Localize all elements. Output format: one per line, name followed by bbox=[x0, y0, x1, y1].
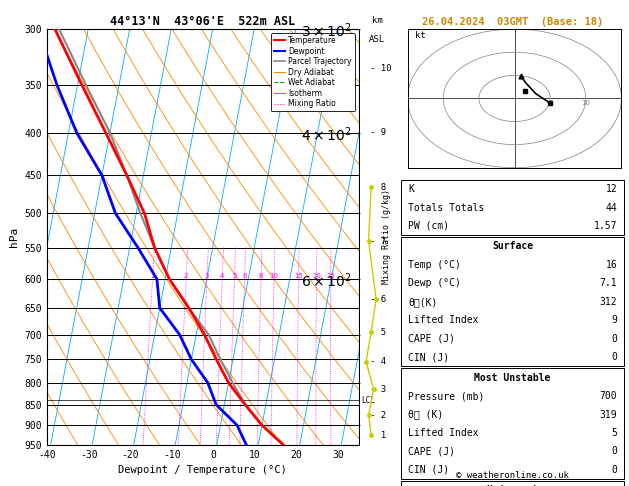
Text: 5: 5 bbox=[232, 273, 237, 279]
Text: 2: 2 bbox=[184, 273, 188, 279]
Text: CIN (J): CIN (J) bbox=[408, 465, 449, 475]
Text: CIN (J): CIN (J) bbox=[408, 352, 449, 362]
Bar bbox=[401, 481, 625, 486]
Text: 44: 44 bbox=[606, 203, 617, 212]
Text: 0: 0 bbox=[611, 447, 617, 456]
Text: ASL: ASL bbox=[369, 35, 385, 44]
Text: CAPE (J): CAPE (J) bbox=[408, 447, 455, 456]
Text: 20: 20 bbox=[312, 273, 321, 279]
Text: - 9: - 9 bbox=[370, 128, 386, 138]
Text: Temp (°C): Temp (°C) bbox=[408, 260, 461, 270]
Text: km: km bbox=[372, 16, 382, 25]
Text: Totals Totals: Totals Totals bbox=[408, 203, 484, 212]
Text: 5: 5 bbox=[548, 100, 552, 106]
Text: - 5: - 5 bbox=[370, 328, 386, 336]
Text: 25: 25 bbox=[326, 273, 335, 279]
Text: 1: 1 bbox=[150, 273, 155, 279]
Text: 319: 319 bbox=[599, 410, 617, 419]
Legend: Temperature, Dewpoint, Parcel Trajectory, Dry Adiabat, Wet Adiabat, Isotherm, Mi: Temperature, Dewpoint, Parcel Trajectory… bbox=[270, 33, 355, 111]
Text: © weatheronline.co.uk: © weatheronline.co.uk bbox=[456, 471, 569, 480]
Text: 26.04.2024  03GMT  (Base: 18): 26.04.2024 03GMT (Base: 18) bbox=[422, 17, 603, 27]
Text: Dewp (°C): Dewp (°C) bbox=[408, 278, 461, 288]
Text: 0: 0 bbox=[611, 334, 617, 344]
Text: CAPE (J): CAPE (J) bbox=[408, 334, 455, 344]
Text: Lifted Index: Lifted Index bbox=[408, 428, 479, 438]
Y-axis label: hPa: hPa bbox=[9, 227, 19, 247]
Text: 9: 9 bbox=[611, 315, 617, 325]
Text: Most Unstable: Most Unstable bbox=[474, 373, 551, 382]
Text: 7.1: 7.1 bbox=[599, 278, 617, 288]
Bar bbox=[401, 180, 625, 235]
Text: 312: 312 bbox=[599, 297, 617, 307]
Text: kt: kt bbox=[415, 32, 425, 40]
Text: 3: 3 bbox=[204, 273, 209, 279]
Text: 0: 0 bbox=[611, 352, 617, 362]
Text: PW (cm): PW (cm) bbox=[408, 221, 449, 231]
Text: 0: 0 bbox=[611, 465, 617, 475]
Text: - 8: - 8 bbox=[370, 183, 386, 191]
Text: θᴄ(K): θᴄ(K) bbox=[408, 297, 437, 307]
Text: 15: 15 bbox=[294, 273, 303, 279]
Text: - 7: - 7 bbox=[370, 237, 386, 245]
Bar bbox=[401, 237, 625, 366]
Text: LCL: LCL bbox=[362, 396, 376, 405]
Text: Pressure (mb): Pressure (mb) bbox=[408, 391, 484, 401]
Text: 12: 12 bbox=[606, 184, 617, 194]
Text: - 6: - 6 bbox=[370, 295, 386, 304]
Text: 4: 4 bbox=[220, 273, 225, 279]
Text: - 2: - 2 bbox=[370, 411, 386, 419]
Text: K: K bbox=[408, 184, 414, 194]
Text: 6: 6 bbox=[242, 273, 247, 279]
Text: 5: 5 bbox=[611, 428, 617, 438]
Text: Mixing Ratio (g/kg): Mixing Ratio (g/kg) bbox=[382, 190, 391, 284]
Text: 8: 8 bbox=[259, 273, 264, 279]
Text: - 4: - 4 bbox=[370, 357, 386, 366]
Text: 10: 10 bbox=[581, 100, 590, 106]
Text: θᴄ (K): θᴄ (K) bbox=[408, 410, 443, 419]
Text: Lifted Index: Lifted Index bbox=[408, 315, 479, 325]
Text: - 3: - 3 bbox=[370, 385, 386, 394]
Bar bbox=[401, 368, 625, 479]
Title: 44°13'N  43°06'E  522m ASL: 44°13'N 43°06'E 522m ASL bbox=[110, 15, 296, 28]
Text: 1.57: 1.57 bbox=[594, 221, 617, 231]
Text: - 1: - 1 bbox=[370, 431, 386, 439]
X-axis label: Dewpoint / Temperature (°C): Dewpoint / Temperature (°C) bbox=[118, 465, 287, 475]
Text: 10: 10 bbox=[270, 273, 279, 279]
Text: 16: 16 bbox=[606, 260, 617, 270]
Text: 700: 700 bbox=[599, 391, 617, 401]
Text: - 10: - 10 bbox=[370, 65, 392, 73]
Text: Surface: Surface bbox=[492, 242, 533, 251]
